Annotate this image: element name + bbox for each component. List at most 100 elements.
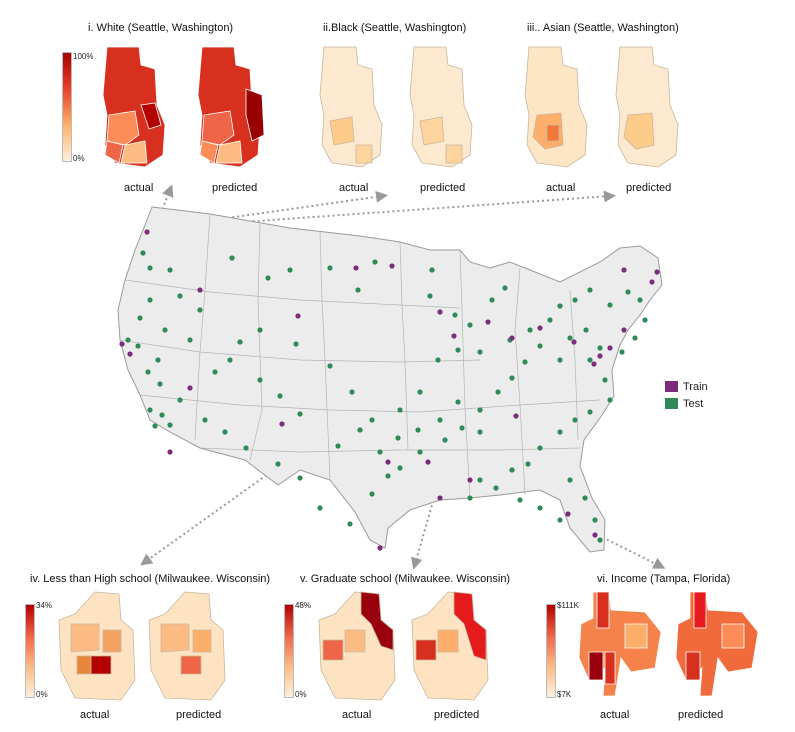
test-location-dot [587, 357, 593, 363]
test-location-dot [537, 505, 543, 511]
test-location-dot [522, 359, 528, 365]
map-income-actual [578, 591, 662, 697]
test-location-dot [155, 357, 161, 363]
test-location-dot [187, 337, 193, 343]
train-location-dot [389, 263, 395, 269]
test-location-dot [477, 349, 483, 355]
test-location-dot [567, 477, 573, 483]
test-location-dot [227, 357, 233, 363]
train-location-dot [187, 385, 193, 391]
test-location-dot [509, 375, 515, 381]
test-location-dot [509, 467, 515, 473]
map-asian-actual [524, 46, 588, 168]
test-location-dot [385, 473, 391, 479]
test-location-dot [587, 287, 593, 293]
train-location-dot [649, 279, 655, 285]
train-location-dot [597, 353, 603, 359]
white-predicted-caption: predicted [212, 182, 258, 194]
test-location-dot [297, 411, 303, 417]
test-location-dot [502, 285, 508, 291]
legend-train-label: Train [683, 380, 708, 393]
test-location-dot [147, 265, 153, 271]
legend-test: Test [665, 395, 708, 412]
test-location-dot [147, 297, 153, 303]
test-location-dot [159, 412, 165, 418]
legend-train: Train [665, 378, 708, 395]
test-location-dot [137, 315, 143, 321]
test-location-dot [335, 443, 341, 449]
test-location-dot [427, 293, 433, 299]
test-location-dot [202, 417, 208, 423]
test-location-dot [152, 423, 158, 429]
test-location-dot [167, 422, 173, 428]
test-location-dot [429, 267, 435, 273]
test-location-dot [437, 417, 443, 423]
asian-predicted-caption: predicted [626, 182, 672, 194]
test-location-dot [140, 250, 146, 256]
test-location-dot [177, 397, 183, 403]
train-location-dot [127, 351, 133, 357]
hs-predicted-caption: predicted [176, 709, 222, 721]
test-location-dot [372, 259, 378, 265]
map-black-predicted [409, 46, 473, 168]
test-location-dot [397, 465, 403, 471]
test-location-dot [567, 335, 573, 341]
test-location-dot [177, 293, 183, 299]
test-location-dot [477, 407, 483, 413]
test-location-dot [459, 425, 465, 431]
test-location-dot [467, 495, 473, 501]
test-location-dot [417, 449, 423, 455]
test-location-dot [495, 389, 501, 395]
test-location-dot [415, 427, 421, 433]
panel-grad-title: v. Graduate school (Milwaukee. Wisconsin… [300, 573, 511, 585]
train-location-dot [485, 319, 491, 325]
colorbar-income-min: $7K [557, 690, 572, 699]
test-location-dot [557, 303, 563, 309]
colorbar-hs-max: 34% [36, 601, 53, 610]
test-location-dot [347, 521, 353, 527]
map-black-actual [319, 46, 383, 168]
test-location-dot [597, 345, 603, 351]
test-location-dot [357, 427, 363, 433]
train-location-dot [437, 309, 443, 315]
test-location-dot [327, 363, 333, 369]
legend-test-label: Test [683, 397, 704, 410]
test-location-dot [229, 255, 235, 261]
panel-income-title: vi. Income (Tampa, Florida) [597, 573, 731, 585]
train-location-dot [621, 267, 627, 273]
test-location-dot [293, 341, 299, 347]
colorbar-hs [25, 604, 35, 698]
train-location-dot [621, 327, 627, 333]
colorbar-white-min: 0% [73, 154, 85, 163]
test-location-dot [583, 327, 589, 333]
train-location-dot [565, 511, 571, 517]
white-actual-caption: actual [124, 182, 154, 194]
test-location-dot [297, 475, 303, 481]
test-location-dot [557, 357, 563, 363]
test-location-dot [517, 497, 523, 503]
test-location-dot [607, 397, 613, 403]
train-location-dot [144, 229, 150, 235]
test-location-dot [397, 407, 403, 413]
test-location-dot [557, 429, 563, 435]
test-location-dot [395, 435, 401, 441]
map-hs-predicted [148, 591, 226, 701]
colorbar-grad-min: 0% [295, 690, 307, 699]
legend-test-swatch [665, 398, 678, 409]
train-location-dot [467, 477, 473, 483]
map-legend: Train Test [665, 378, 708, 412]
train-location-dot [353, 265, 359, 271]
hs-actual-caption: actual [80, 709, 110, 721]
test-location-dot [455, 347, 461, 353]
income-predicted-caption: predicted [678, 709, 724, 721]
train-location-dot [654, 269, 660, 275]
test-location-dot [237, 339, 243, 345]
map-white-actual [102, 46, 166, 168]
test-location-dot [257, 377, 263, 383]
black-predicted-caption: predicted [420, 182, 466, 194]
test-location-dot [417, 389, 423, 395]
train-location-dot [591, 361, 597, 367]
test-location-dot [637, 297, 643, 303]
colorbar-income-max: $111K [557, 601, 579, 610]
test-location-dot [493, 485, 499, 491]
